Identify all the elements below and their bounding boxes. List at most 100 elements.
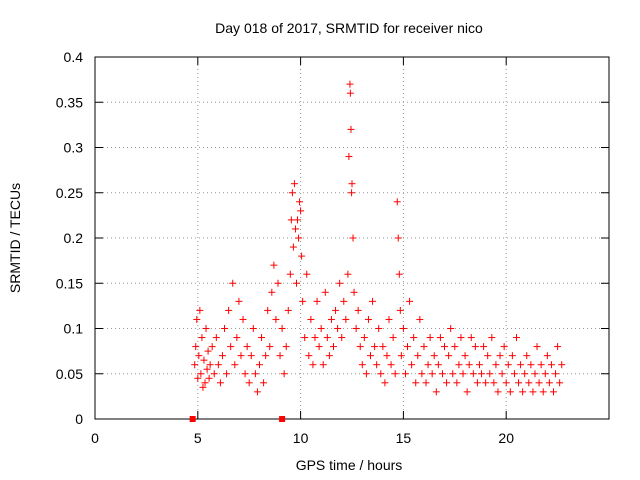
data-point — [218, 352, 226, 360]
y-axis-label: SRMTID / TECUs — [7, 183, 23, 293]
data-point — [502, 379, 510, 387]
data-point — [406, 297, 414, 305]
data-point — [523, 352, 531, 360]
data-point — [334, 325, 342, 332]
data-point — [455, 361, 463, 369]
data-point — [270, 261, 278, 269]
data-point — [364, 315, 372, 323]
data-point — [356, 343, 364, 351]
data-point — [301, 334, 309, 342]
data-point — [202, 325, 210, 332]
data-point — [309, 361, 317, 369]
data-point — [298, 252, 306, 260]
data-point — [243, 343, 251, 351]
data-point — [227, 343, 235, 351]
data-point — [360, 334, 368, 342]
data-point — [552, 370, 560, 378]
data-point — [408, 361, 416, 369]
data-point — [391, 370, 399, 378]
data-point — [539, 388, 547, 396]
data-point — [531, 370, 539, 378]
data-point — [325, 352, 333, 360]
data-point — [197, 370, 205, 378]
data-point — [395, 270, 403, 278]
data-point — [287, 216, 295, 224]
x-axis-ticks: 0 5 10 15 20 — [91, 57, 514, 446]
data-point — [349, 234, 357, 242]
data-point — [510, 370, 518, 378]
data-point — [410, 334, 418, 342]
data-point — [412, 379, 420, 387]
data-point — [369, 297, 377, 305]
data-point — [321, 288, 329, 296]
data-point — [556, 379, 564, 387]
data-point — [288, 189, 296, 197]
data-point — [272, 315, 280, 323]
data-point — [379, 343, 387, 351]
y-tick-label: 0.3 — [64, 140, 84, 156]
data-point — [475, 361, 483, 369]
data-point — [385, 315, 393, 323]
data-point — [266, 343, 274, 351]
data-point — [358, 361, 366, 369]
data-point — [525, 379, 533, 387]
data-point — [447, 325, 455, 332]
data-point — [554, 343, 562, 351]
data-point — [426, 334, 434, 342]
data-point — [549, 388, 557, 396]
data-point — [350, 288, 358, 296]
y-tick-label: 0.1 — [64, 321, 84, 337]
data-point — [545, 379, 553, 387]
data-point — [260, 379, 268, 387]
data-point — [307, 315, 315, 323]
data-point — [336, 279, 344, 287]
data-point — [205, 374, 213, 382]
data-point — [323, 334, 331, 342]
data-point — [229, 279, 237, 287]
data-point — [543, 352, 551, 360]
data-point — [239, 315, 247, 323]
y-tick-label: 0.05 — [56, 366, 83, 382]
data-point — [203, 365, 211, 373]
data-point — [278, 325, 286, 332]
data-point — [342, 315, 350, 323]
data-point — [196, 306, 204, 314]
data-point — [383, 352, 391, 360]
data-point — [286, 270, 294, 278]
data-point — [535, 379, 543, 387]
data-point — [292, 279, 300, 287]
data-point — [367, 352, 375, 360]
data-point — [247, 352, 255, 360]
data-point — [515, 379, 523, 387]
data-point — [319, 361, 327, 369]
data-point — [253, 388, 261, 396]
data-point — [381, 379, 389, 387]
data-point — [237, 352, 245, 360]
data-point — [245, 379, 253, 387]
x-axis-label: GPS time / hours — [296, 457, 403, 473]
data-point — [195, 352, 203, 360]
data-point — [340, 297, 348, 305]
data-point — [465, 361, 473, 369]
data-point — [204, 347, 212, 355]
data-point — [221, 325, 229, 332]
x-tick-label: 15 — [396, 430, 412, 446]
data-point — [338, 334, 346, 342]
y-tick-label: 0.4 — [64, 49, 84, 65]
data-point — [231, 361, 239, 369]
data-point — [294, 216, 302, 224]
x-tick-label: 5 — [194, 430, 202, 446]
data-point — [428, 370, 436, 378]
data-point — [430, 352, 438, 360]
data-point — [496, 352, 504, 360]
data-point — [473, 379, 481, 387]
data-point — [289, 243, 297, 251]
data-point — [375, 325, 383, 332]
data-point — [482, 379, 490, 387]
data-point — [404, 343, 412, 351]
chart-title: Day 018 of 2017, SRMTID for receiver nic… — [215, 20, 483, 36]
data-point — [512, 334, 520, 342]
data-point — [352, 325, 360, 332]
data-point — [311, 334, 319, 342]
data-point — [537, 361, 545, 369]
